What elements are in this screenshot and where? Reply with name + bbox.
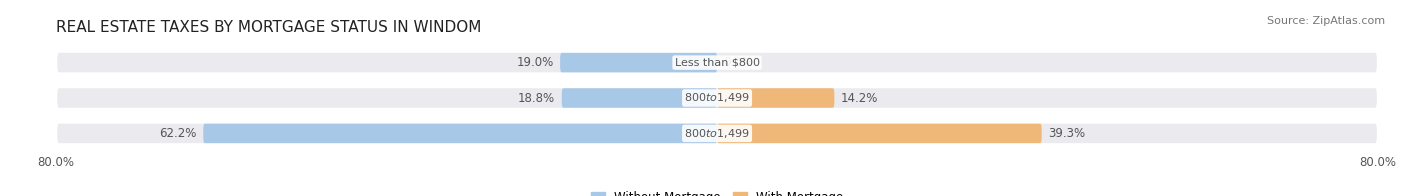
Text: $800 to $1,499: $800 to $1,499 — [685, 127, 749, 140]
Legend: Without Mortgage, With Mortgage: Without Mortgage, With Mortgage — [591, 191, 844, 196]
Text: REAL ESTATE TAXES BY MORTGAGE STATUS IN WINDOM: REAL ESTATE TAXES BY MORTGAGE STATUS IN … — [56, 20, 482, 35]
Text: 39.3%: 39.3% — [1049, 127, 1085, 140]
FancyBboxPatch shape — [562, 88, 717, 108]
Text: 18.8%: 18.8% — [517, 92, 555, 104]
FancyBboxPatch shape — [204, 124, 717, 143]
Text: 62.2%: 62.2% — [159, 127, 197, 140]
Text: $800 to $1,499: $800 to $1,499 — [685, 92, 749, 104]
FancyBboxPatch shape — [560, 53, 717, 72]
Text: 14.2%: 14.2% — [841, 92, 879, 104]
Text: Less than $800: Less than $800 — [675, 58, 759, 68]
FancyBboxPatch shape — [56, 52, 1378, 73]
Text: 0.0%: 0.0% — [724, 56, 754, 69]
Text: Source: ZipAtlas.com: Source: ZipAtlas.com — [1267, 16, 1385, 26]
Text: 19.0%: 19.0% — [516, 56, 554, 69]
FancyBboxPatch shape — [717, 88, 834, 108]
FancyBboxPatch shape — [717, 124, 1042, 143]
FancyBboxPatch shape — [56, 123, 1378, 144]
FancyBboxPatch shape — [56, 87, 1378, 109]
